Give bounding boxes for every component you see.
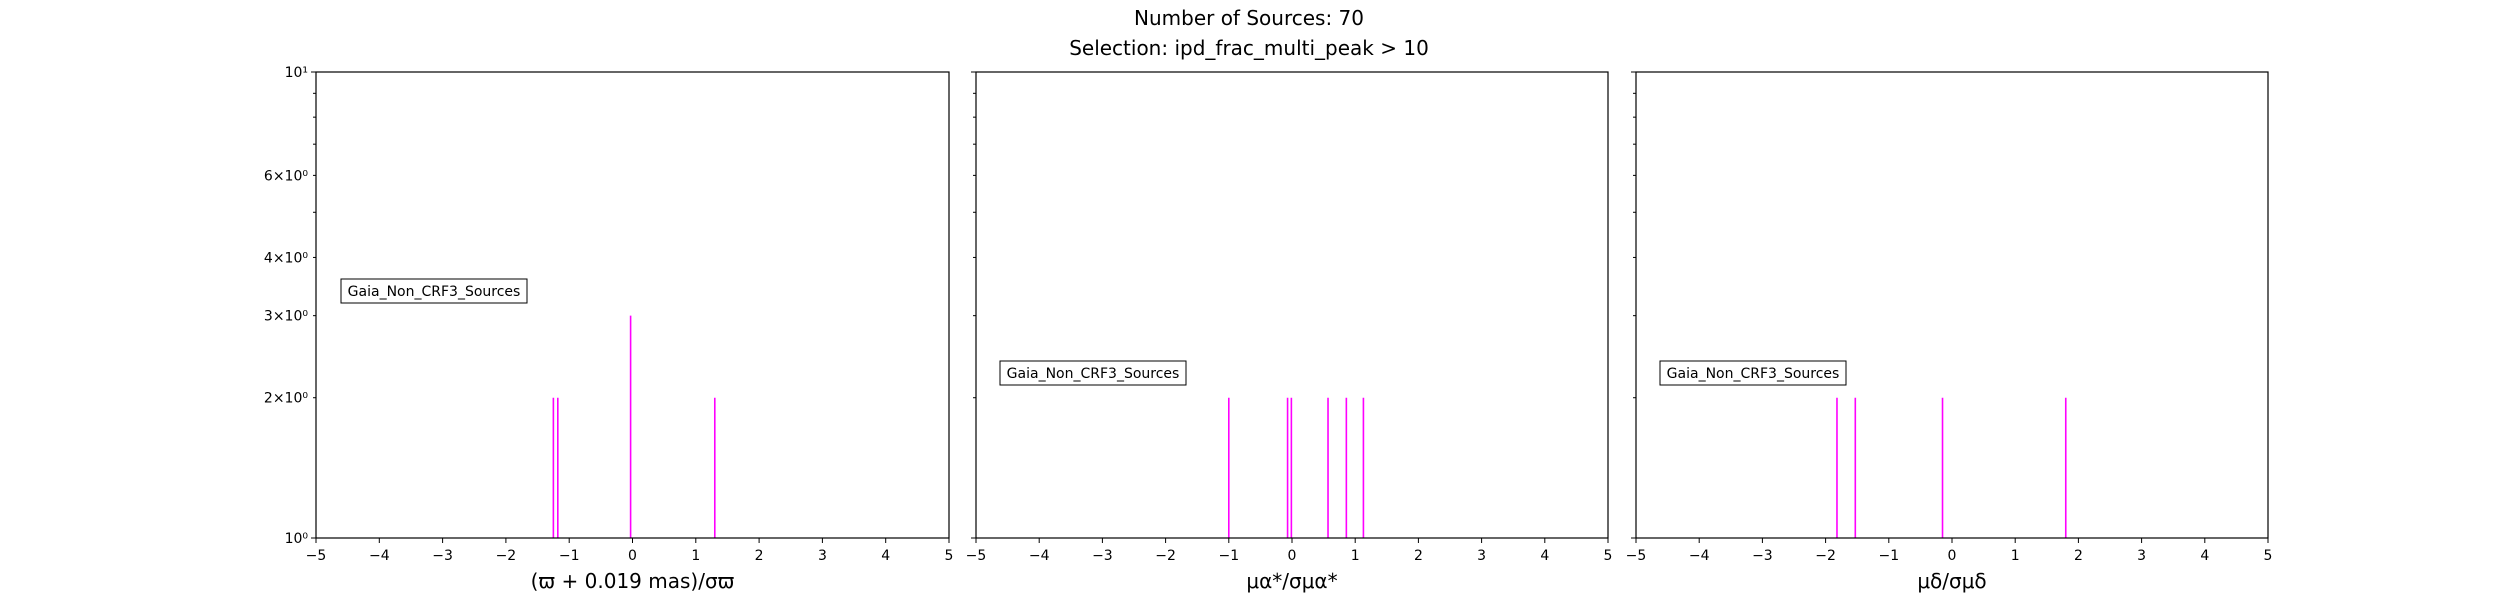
x-tick-label: 0 [1948, 548, 1957, 564]
x-tick-label: −4 [369, 548, 390, 564]
x-tick-label: 3 [818, 548, 827, 564]
x-tick-label: 1 [1351, 548, 1360, 564]
x-tick-label: −2 [1815, 548, 1836, 564]
x-tick-label: −1 [559, 548, 580, 564]
x-tick-label: −4 [1029, 548, 1050, 564]
y-tick-label: 3×10⁰ [264, 309, 308, 325]
annotation-label: Gaia_Non_CRF3_Sources [348, 284, 521, 300]
x-tick-label: −2 [1155, 548, 1176, 564]
x-tick-label: 1 [691, 548, 700, 564]
panel-1: −5 −4 −3 −2 −1 0 1 2 3 4 5 10⁰ 2×10⁰ 3×10⁰ 4×10⁰ 6×10⁰ 1… [264, 65, 954, 593]
x-axis-label: μα*/σμα* [1246, 569, 1337, 593]
x-tick-label: 5 [1604, 548, 1613, 564]
x-tick-label: 5 [2264, 548, 2273, 564]
x-tick-label: −2 [496, 548, 517, 564]
x-tick-label: 0 [1288, 548, 1297, 564]
x-axis-label: μδ/σμδ [1917, 569, 1986, 593]
annotation-frame [999, 360, 1187, 386]
x-tick-label: 3 [1477, 548, 1486, 564]
annotation-label: Gaia_Non_CRF3_Sources [1667, 366, 1840, 382]
x-tick-label: 2 [1414, 548, 1423, 564]
x-tick-label: −5 [1626, 548, 1647, 564]
annotation-box: Gaia_Non_CRF3_Sources [999, 360, 1187, 386]
x-tick-label: −1 [1878, 548, 1899, 564]
x-tick-label: 2 [2074, 548, 2083, 564]
annotation-frame [1659, 360, 1847, 386]
x-tick-label: 0 [628, 548, 637, 564]
x-tick-label: 2 [755, 548, 764, 564]
figure-title-line2: Selection: ipd_frac_multi_peak > 10 [1069, 36, 1429, 60]
x-tick-label: −5 [966, 548, 987, 564]
x-tick-label: −4 [1689, 548, 1710, 564]
figure-title-line1: Number of Sources: 70 [1134, 6, 1364, 30]
annotation-frame [340, 278, 528, 304]
annotation-label: Gaia_Non_CRF3_Sources [1007, 366, 1180, 382]
y-tick-label: 6×10⁰ [264, 168, 308, 184]
x-tick-label: −5 [306, 548, 327, 564]
x-axis-label: (ϖ + 0.019 mas)/σϖ [531, 569, 735, 593]
y-tick-label: 10¹ [285, 65, 308, 81]
x-tick-label: 3 [2137, 548, 2146, 564]
x-tick-label: −3 [1752, 548, 1773, 564]
x-tick-label: −3 [432, 548, 453, 564]
x-tick-label: 4 [881, 548, 890, 564]
x-tick-label: 1 [2011, 548, 2020, 564]
y-tick-label: 4×10⁰ [264, 250, 308, 266]
y-tick-label: 2×10⁰ [264, 391, 308, 407]
axes-frame [315, 71, 950, 539]
x-tick-label: 4 [1540, 548, 1549, 564]
x-tick-label: 4 [2200, 548, 2209, 564]
axes-frame [1635, 71, 2269, 539]
panel-2: −5 −4 −3 −2 −1 0 1 2 3 4 5 Gaia_Non_CRF3_Sources μα*… [966, 71, 1613, 593]
x-tick-label: −3 [1092, 548, 1113, 564]
panel-3: −5 −4 −3 −2 −1 0 1 2 3 4 5 Gaia_Non_CRF3_Sources μδ/… [1626, 71, 2273, 593]
x-tick-label: −1 [1218, 548, 1239, 564]
annotation-box: Gaia_Non_CRF3_Sources [340, 278, 528, 304]
annotation-box: Gaia_Non_CRF3_Sources [1659, 360, 1847, 386]
histogram-panels: −5 −4 −3 −2 −1 0 1 2 3 4 5 10⁰ 2×10⁰ 3×10⁰ 4×10⁰ 6×10⁰ 1… [264, 65, 2273, 593]
x-tick-label: 5 [945, 548, 954, 564]
y-tick-label: 10⁰ [285, 531, 309, 547]
